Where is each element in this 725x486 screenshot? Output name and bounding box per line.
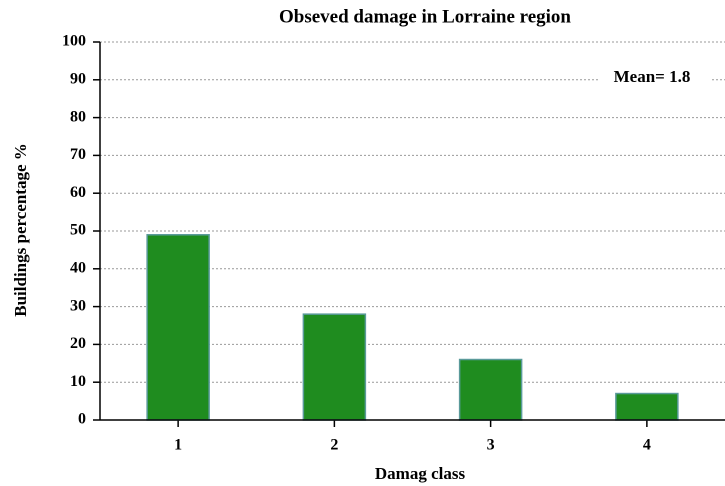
y-tick-label: 10 [70,373,86,390]
chart-title: Obseved damage in Lorraine region [279,6,571,27]
x-tick-label: 3 [487,437,495,454]
y-tick-label: 70 [70,146,86,163]
x-tick-label: 4 [643,437,651,454]
annotation-background [600,66,710,90]
x-tick-label: 1 [174,437,182,454]
y-tick-label: 90 [70,70,86,87]
bar [615,392,679,421]
y-tick-label: 40 [70,259,86,276]
y-tick-label: 60 [70,184,86,201]
y-tick-label: 100 [62,33,86,50]
y-tick-label: 50 [70,222,86,239]
y-tick-label: 30 [70,297,86,314]
y-axis-label: Buildings percentage % [11,143,30,316]
x-axis-label: Damag class [375,464,466,483]
bar [302,313,367,421]
bar [458,358,523,421]
y-tick-label: 20 [70,335,86,352]
bar [146,234,210,421]
y-tick-label: 0 [78,411,86,428]
x-tick-label: 2 [330,437,338,454]
annotation: Mean= 1.8 [614,67,691,86]
y-tick-label: 80 [70,108,86,125]
